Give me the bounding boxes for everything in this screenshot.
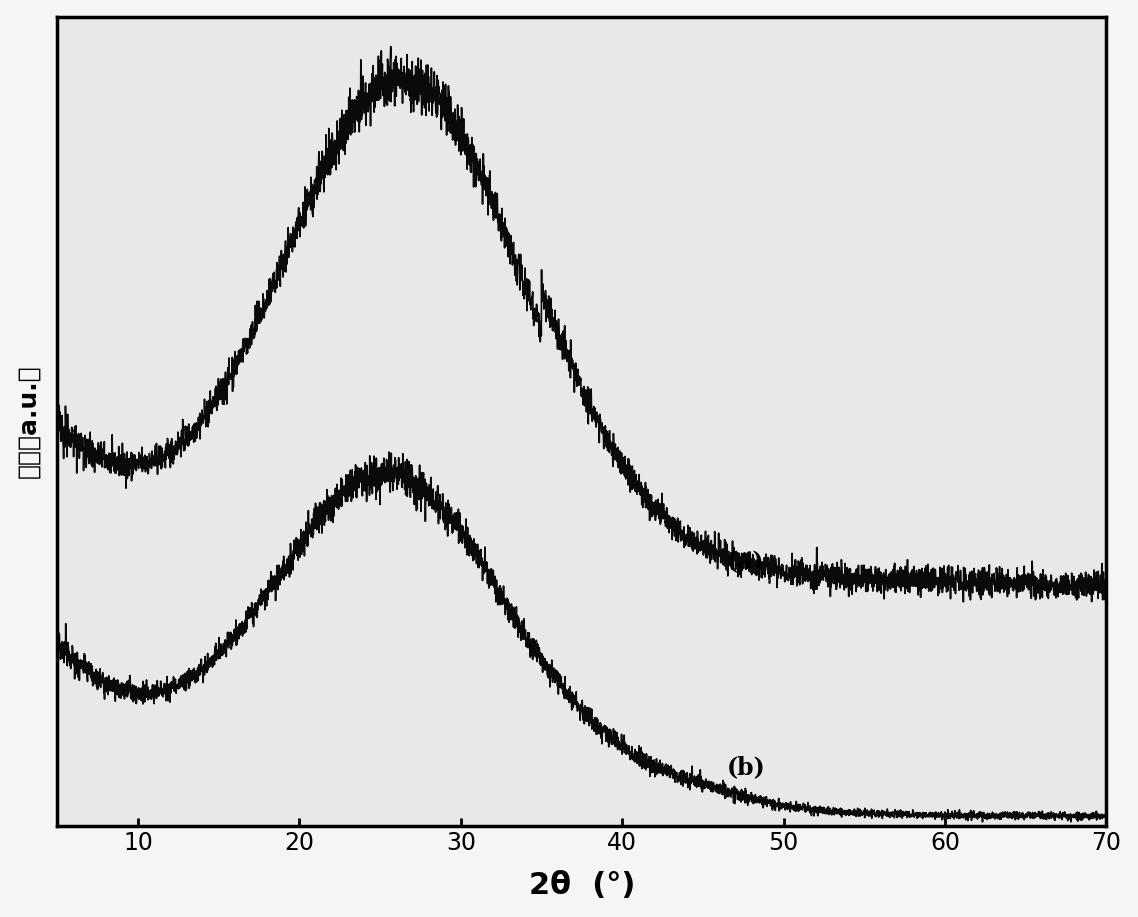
- Y-axis label: 强度（a.u.）: 强度（a.u.）: [17, 364, 41, 478]
- X-axis label: 2θ  (°): 2θ (°): [529, 871, 635, 900]
- Text: (a): (a): [727, 550, 765, 574]
- Text: (b): (b): [727, 756, 766, 779]
